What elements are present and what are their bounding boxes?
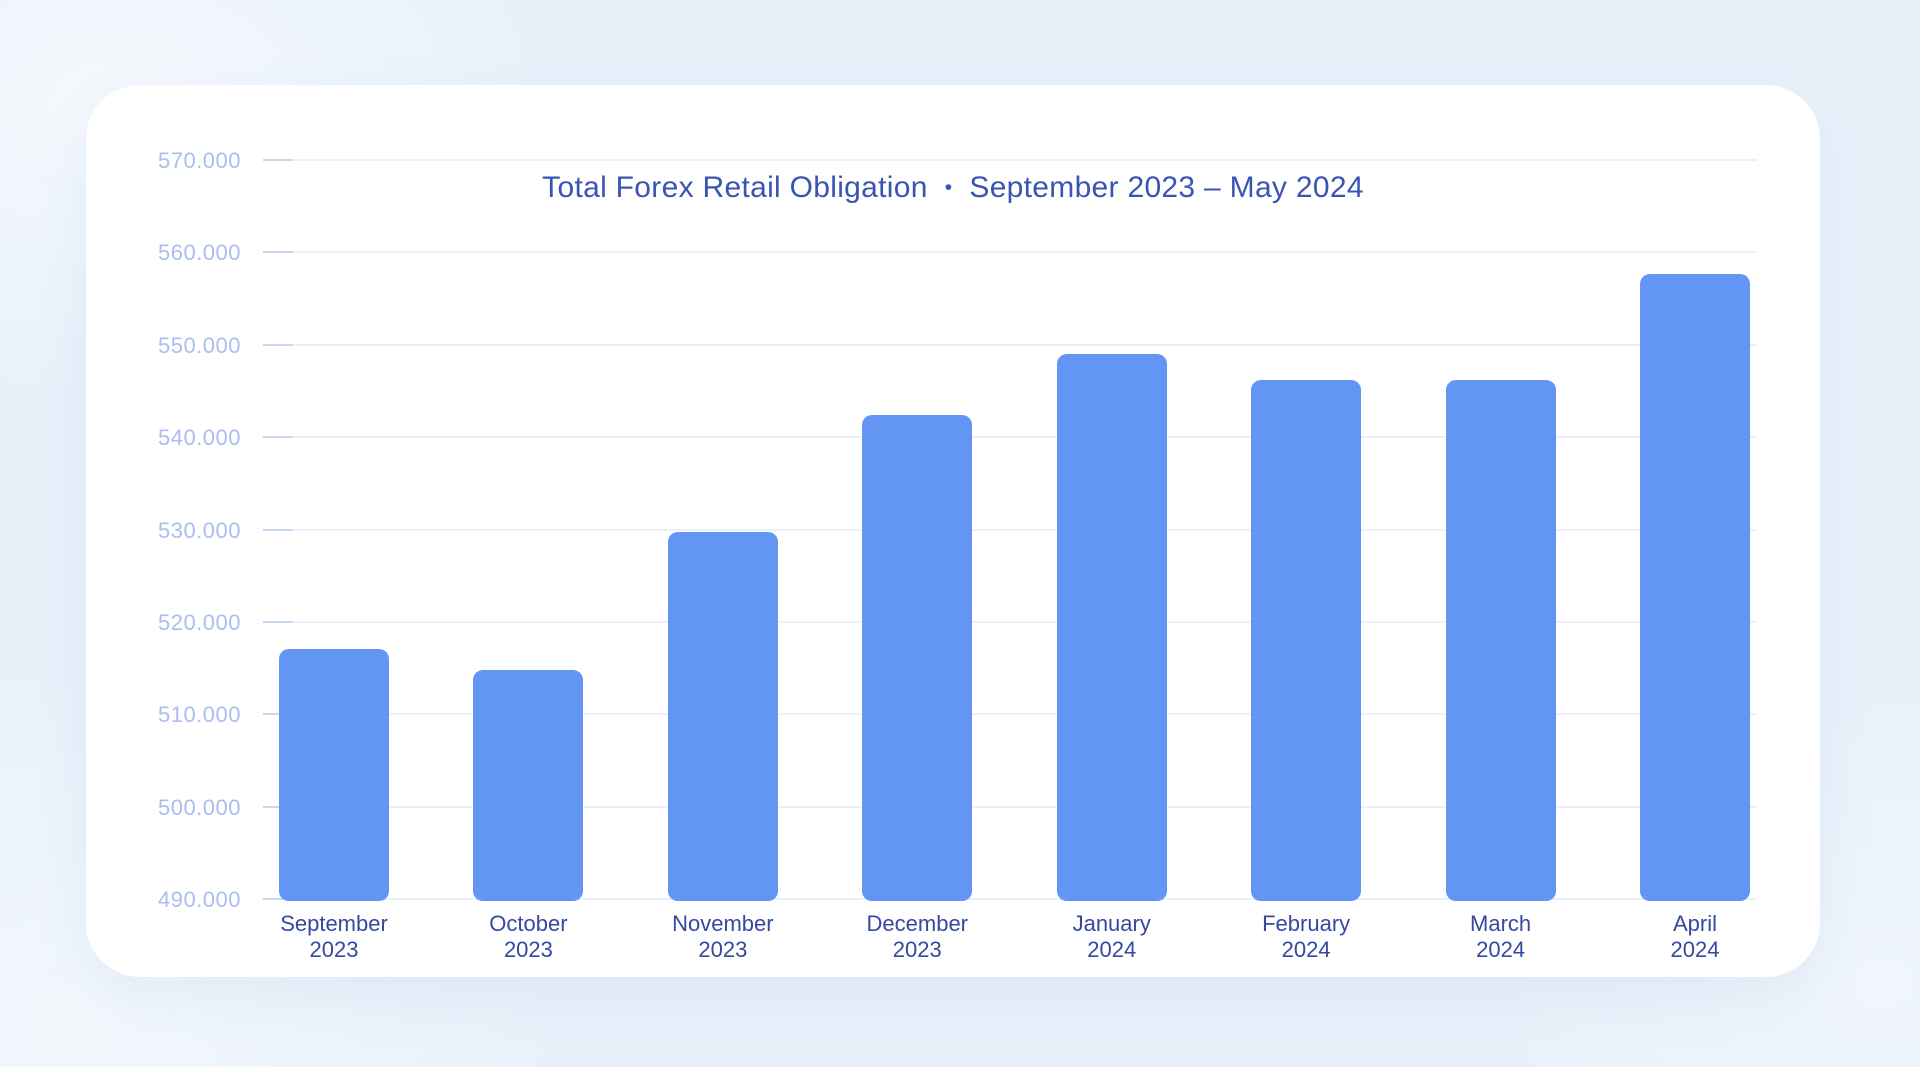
chart-card: Total Forex Retail Obligation • Septembe… bbox=[86, 85, 1820, 977]
y-axis-label: 520.000 bbox=[157, 609, 241, 635]
x-axis-label-march-2024: March 2024 bbox=[1470, 911, 1532, 962]
chart-title-main: Total Forex Retail Obligation bbox=[542, 171, 928, 204]
bar-february-2024[interactable] bbox=[1251, 379, 1362, 901]
y-axis-label: 550.000 bbox=[157, 332, 241, 358]
bar-december-2023[interactable] bbox=[862, 414, 973, 901]
y-axis-tick bbox=[263, 343, 293, 346]
x-axis-label-february-2024: February 2024 bbox=[1262, 911, 1351, 962]
y-axis-tick bbox=[263, 898, 293, 900]
bar-april-2024[interactable] bbox=[1640, 274, 1750, 901]
y-axis-tick bbox=[263, 159, 293, 161]
y-axis-tick bbox=[263, 528, 293, 531]
gridline: 540.000 bbox=[158, 425, 1757, 450]
gridline: 490.000 bbox=[158, 887, 1757, 912]
y-axis-label: 510.000 bbox=[157, 702, 241, 728]
gridline: 530.000 bbox=[158, 518, 1757, 543]
gridline: 550.000 bbox=[158, 333, 1757, 358]
x-axis-label-january-2024: January 2024 bbox=[1072, 911, 1151, 962]
gridline: 500.000 bbox=[158, 795, 1757, 820]
y-axis-tick bbox=[263, 805, 293, 808]
gridline: 560.000 bbox=[158, 240, 1757, 265]
gridline: 510.000 bbox=[158, 702, 1757, 727]
bar-november-2023[interactable] bbox=[667, 532, 778, 901]
x-axis-label-october-2023: October 2023 bbox=[489, 911, 568, 962]
gridline: 570.000 bbox=[158, 148, 1757, 173]
bar-january-2024[interactable] bbox=[1056, 353, 1167, 901]
y-axis-label: 530.000 bbox=[157, 517, 241, 543]
chart-title: Total Forex Retail Obligation • Septembe… bbox=[542, 171, 1364, 205]
y-axis-tick bbox=[263, 620, 293, 623]
y-axis-label: 540.000 bbox=[157, 425, 241, 451]
x-axis-label-november-2023: November 2023 bbox=[672, 911, 774, 962]
y-axis-label: 570.000 bbox=[157, 148, 241, 173]
y-axis-tick bbox=[263, 713, 293, 716]
bar-september-2023[interactable] bbox=[279, 648, 389, 901]
x-axis-label-april-2024: April 2024 bbox=[1670, 911, 1720, 962]
bullet-separator-icon: • bbox=[944, 176, 953, 199]
y-axis-label: 560.000 bbox=[157, 240, 241, 266]
y-axis-tick bbox=[263, 251, 293, 254]
gridline: 520.000 bbox=[158, 610, 1757, 635]
x-axis-label-december-2023: December 2023 bbox=[866, 911, 969, 962]
bar-october-2023[interactable] bbox=[473, 669, 584, 901]
y-axis-label: 490.000 bbox=[157, 887, 241, 912]
y-axis-tick bbox=[263, 436, 293, 439]
y-axis-label: 500.000 bbox=[157, 794, 241, 820]
bar-chart: 570.000 560.000 550.000 540.000 530.000 520.0… bbox=[158, 148, 1757, 962]
x-axis-label-september-2023: September 2023 bbox=[280, 911, 388, 962]
bar-march-2024[interactable] bbox=[1445, 379, 1556, 901]
chart-title-range: September 2023 – May 2024 bbox=[969, 171, 1364, 204]
